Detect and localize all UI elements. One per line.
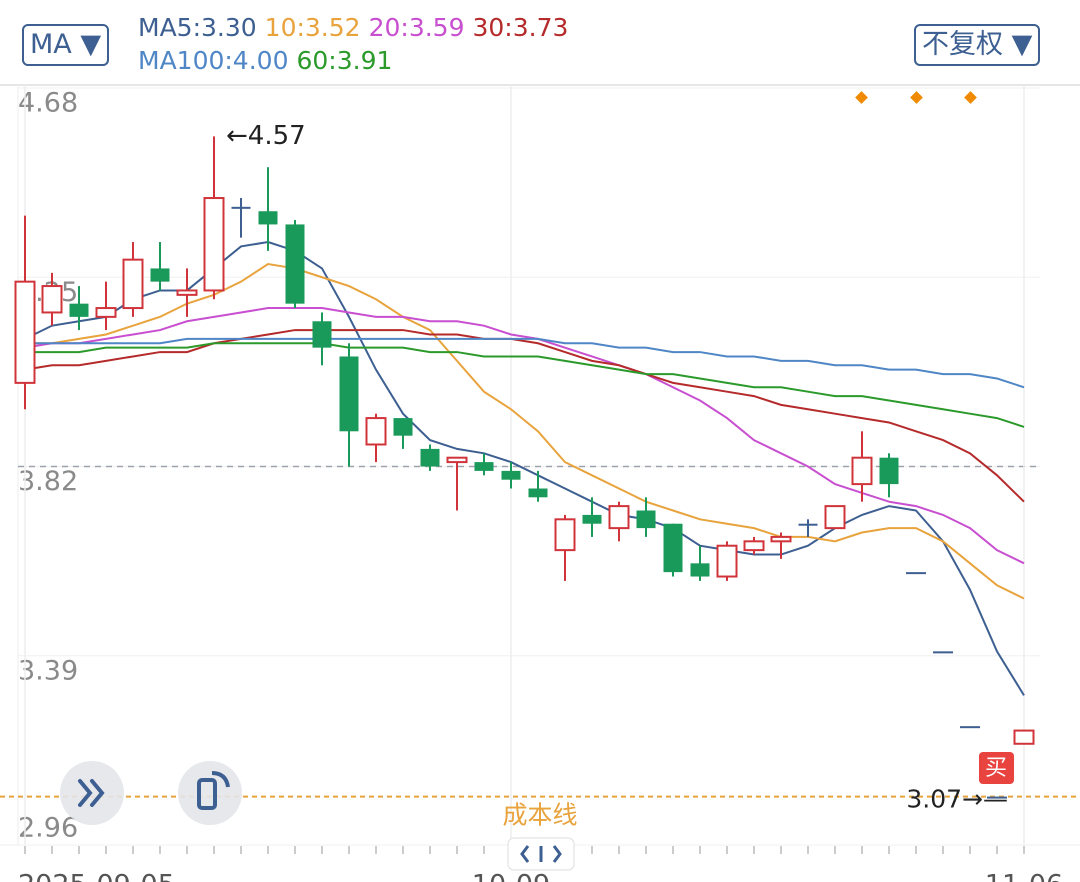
y-tick-label: 3.82 bbox=[18, 466, 78, 497]
candle-body bbox=[285, 224, 305, 304]
scroll-handle[interactable] bbox=[507, 837, 575, 871]
candle-body bbox=[69, 303, 89, 317]
candle-body bbox=[608, 505, 630, 530]
x-tick-label: 2025-09-05 bbox=[18, 870, 175, 882]
y-tick-label: 2.96 bbox=[18, 813, 78, 844]
legend-entry: 60:3.91 bbox=[296, 46, 393, 75]
icon bbox=[197, 778, 217, 810]
ma-line bbox=[25, 342, 1025, 428]
ma-line bbox=[24, 307, 1025, 565]
marker-dot bbox=[855, 91, 868, 104]
expand-button[interactable] bbox=[60, 761, 124, 825]
candle-body bbox=[393, 418, 413, 436]
candle-body bbox=[824, 505, 846, 530]
candle-body bbox=[528, 488, 548, 498]
candle-body bbox=[663, 523, 683, 573]
candle-body bbox=[690, 563, 710, 577]
markers bbox=[855, 91, 977, 104]
candle-body bbox=[987, 796, 1007, 799]
legend-entry: 10:3.52 bbox=[264, 13, 361, 42]
x-tick-label: 11-06 bbox=[985, 870, 1063, 882]
candle-body bbox=[906, 572, 926, 575]
candle-body bbox=[122, 258, 144, 310]
candle-body bbox=[798, 523, 818, 526]
candle-body bbox=[150, 268, 170, 282]
cost-label: 3.07→— bbox=[906, 785, 1008, 814]
candle-body bbox=[95, 307, 117, 318]
legend-row: MA5:3.30 10:3.52 20:3.59 30:3.73 bbox=[138, 12, 576, 44]
y-tick-label: 4.68 bbox=[18, 88, 78, 119]
candle-body bbox=[554, 518, 576, 552]
candle-body bbox=[851, 456, 873, 486]
candle-body bbox=[446, 456, 468, 464]
legend-entry: 20:3.59 bbox=[368, 13, 465, 42]
candle-body bbox=[1013, 729, 1035, 745]
rotate-button[interactable] bbox=[178, 761, 242, 825]
ma-line bbox=[24, 329, 1025, 503]
candle-body bbox=[41, 285, 63, 314]
candle-body bbox=[582, 514, 602, 524]
legend-entry: 30:3.73 bbox=[472, 13, 569, 42]
candle-body bbox=[716, 544, 738, 578]
legend-entry: MA5:3.30 bbox=[138, 13, 257, 42]
candle-body bbox=[960, 726, 980, 729]
candle-body bbox=[312, 321, 332, 348]
candle-body bbox=[501, 470, 521, 480]
candle-body bbox=[420, 448, 440, 467]
adjust-button[interactable]: 不复权 ▼ bbox=[914, 24, 1041, 66]
marker-dot bbox=[910, 91, 923, 104]
ma-line bbox=[25, 337, 1025, 389]
ma-line bbox=[24, 241, 1025, 696]
buy-badge bbox=[979, 752, 1014, 784]
high-label: ←4.57 bbox=[226, 121, 306, 151]
candle-body bbox=[339, 356, 359, 432]
candle-body bbox=[258, 211, 278, 225]
icon bbox=[520, 845, 562, 863]
candle-body bbox=[933, 651, 953, 654]
x-tick-label: 10-09 bbox=[472, 870, 550, 882]
y-tick-label: 3.39 bbox=[18, 655, 78, 686]
legend-entry: MA100:4.00 bbox=[138, 46, 289, 75]
buy-label: 买 bbox=[985, 756, 1007, 781]
candle-body bbox=[743, 540, 765, 552]
ma-line bbox=[25, 262, 1025, 600]
button-bg bbox=[178, 761, 242, 825]
candle-body bbox=[176, 289, 198, 296]
ma-button[interactable]: MA ▼ bbox=[22, 24, 110, 66]
candle-body bbox=[636, 510, 656, 529]
candle-body bbox=[14, 280, 36, 384]
candle-body bbox=[474, 462, 494, 471]
candle-body bbox=[770, 535, 792, 543]
candle-body bbox=[365, 417, 387, 446]
marker-dot bbox=[964, 91, 977, 104]
icon bbox=[211, 771, 230, 788]
candle-body bbox=[203, 197, 225, 292]
legend-row: MA100:4.00 60:3.91 bbox=[138, 45, 400, 77]
candle-body bbox=[879, 457, 899, 485]
cost-line-label: 成本线 bbox=[502, 801, 577, 830]
candle-body bbox=[231, 206, 251, 209]
icon bbox=[78, 779, 105, 807]
